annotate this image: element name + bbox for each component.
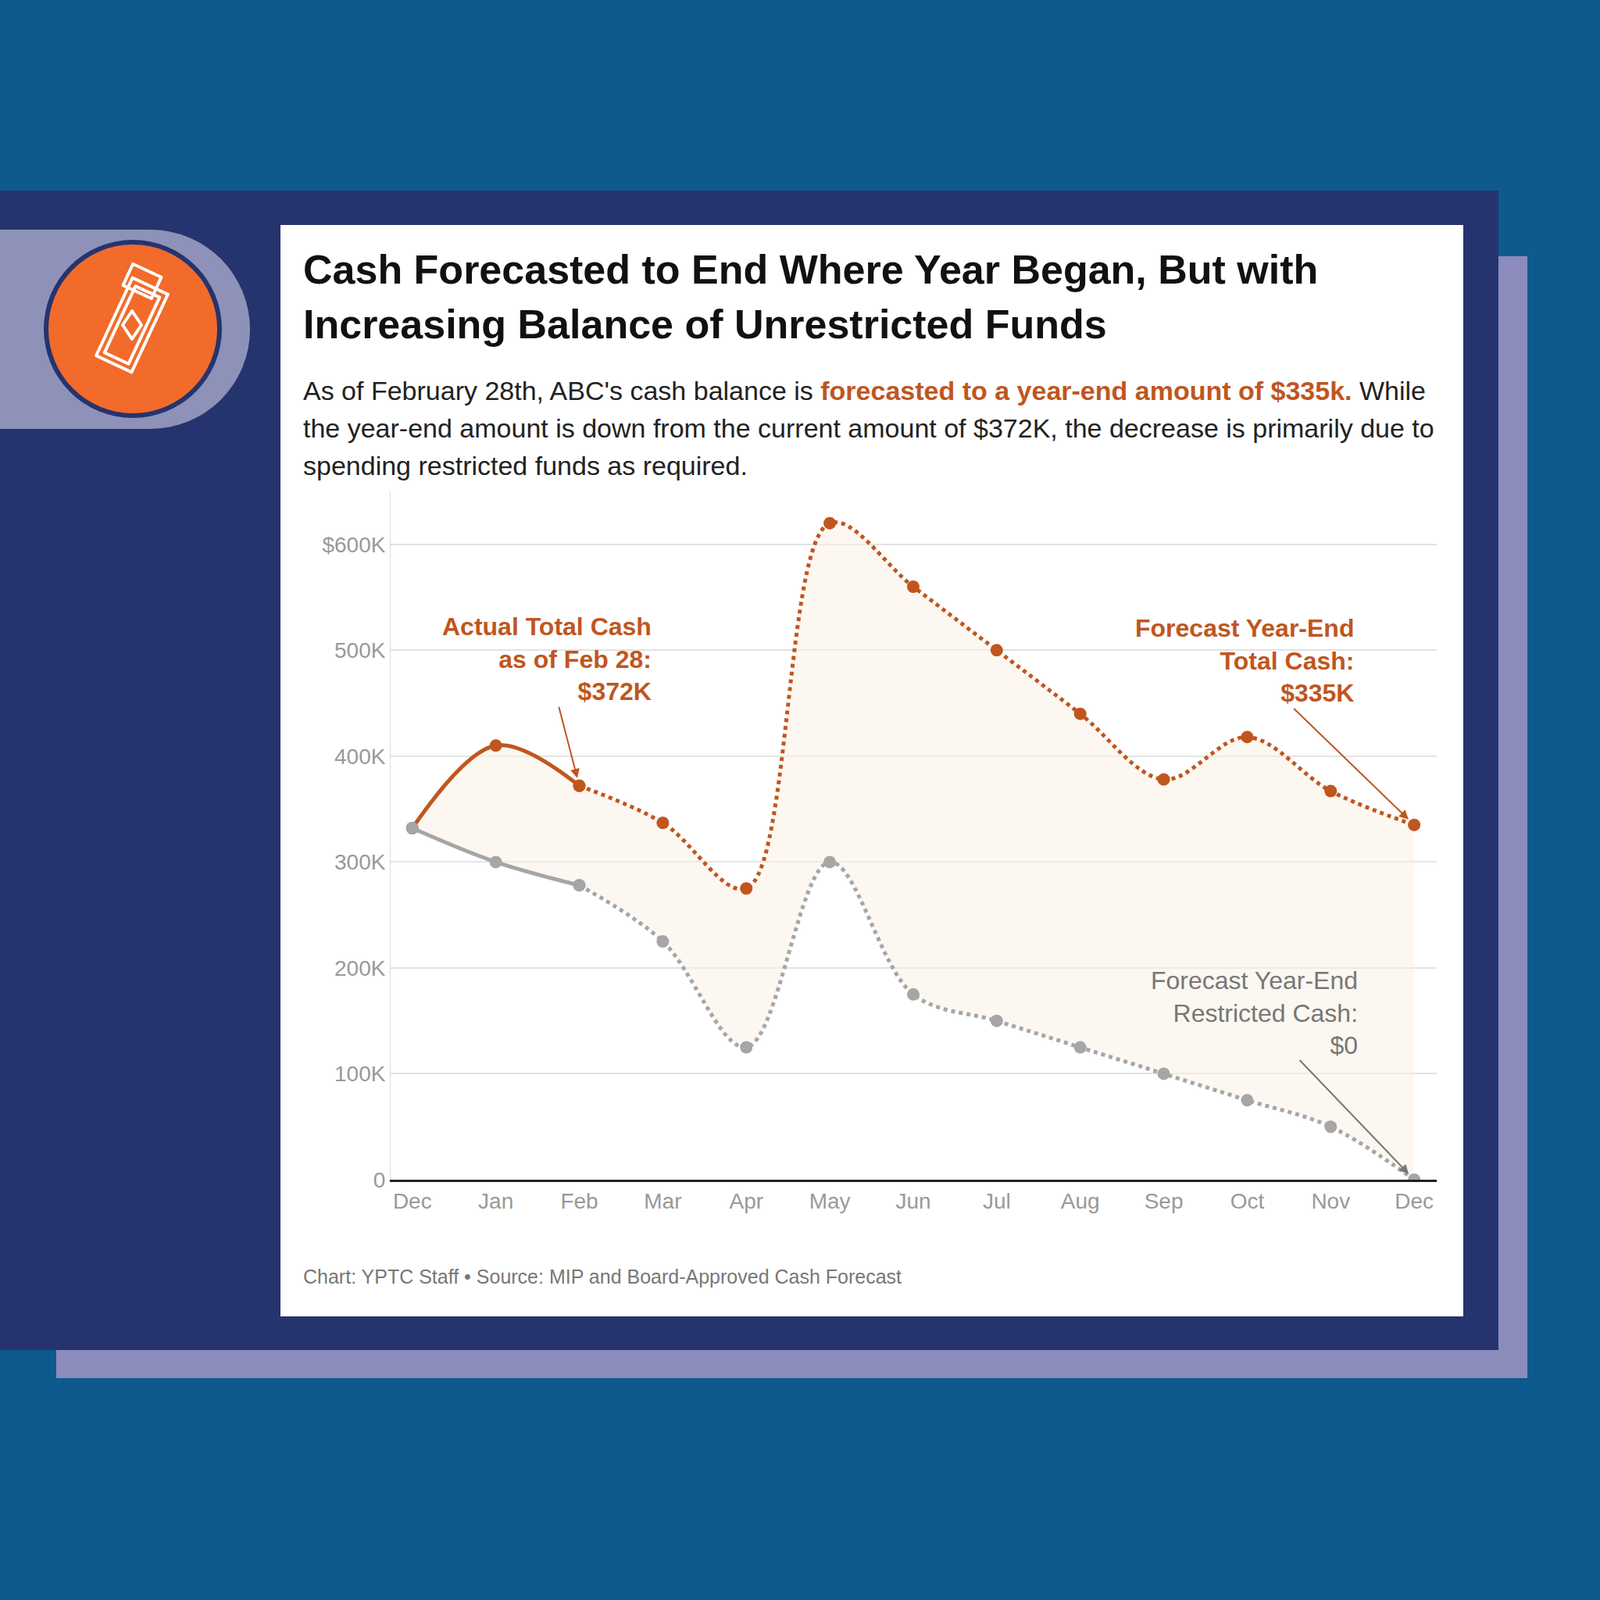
svg-text:0: 0 xyxy=(373,1167,386,1193)
svg-text:Dec: Dec xyxy=(1394,1189,1434,1214)
svg-text:Feb: Feb xyxy=(560,1189,598,1214)
svg-text:100K: 100K xyxy=(334,1061,386,1086)
svg-text:400K: 400K xyxy=(334,744,386,769)
svg-text:Sep: Sep xyxy=(1144,1189,1184,1214)
html-text:Cash Forecasted to End Where Y: Cash Forecasted to End Where Year Began,… xyxy=(303,246,1319,347)
svg-text:Aug: Aug xyxy=(1060,1189,1100,1214)
html-text:As of February 28th, ABC's cas: As of February 28th, ABC's cash balance … xyxy=(303,375,1435,481)
svg-text:Forecast Year-EndRestricted Ca: Forecast Year-EndRestricted Cash:$0 xyxy=(1150,966,1358,1060)
svg-text:Nov: Nov xyxy=(1310,1189,1350,1214)
svg-text:Jul: Jul xyxy=(982,1189,1011,1214)
svg-text:Dec: Dec xyxy=(392,1189,433,1214)
svg-text:Actual Total Cashas of Feb 28:: Actual Total Cashas of Feb 28:$372K xyxy=(442,612,652,706)
svg-text:Mar: Mar xyxy=(643,1189,682,1214)
svg-text:Apr: Apr xyxy=(728,1189,764,1214)
svg-text:300K: 300K xyxy=(334,850,386,875)
svg-text:Jan: Jan xyxy=(478,1189,514,1214)
svg-text:Oct: Oct xyxy=(1230,1189,1265,1214)
svg-text:200K: 200K xyxy=(334,956,386,981)
html-text:Chart: YPTC Staff • Source: MI: Chart: YPTC Staff • Source: MIP and Boar… xyxy=(303,1265,902,1288)
svg-text:$600K: $600K xyxy=(321,532,386,558)
svg-text:Forecast Year-EndTotal Cash:$3: Forecast Year-EndTotal Cash:$335K xyxy=(1135,614,1354,708)
svg-text:500K: 500K xyxy=(334,638,386,663)
svg-text:Jun: Jun xyxy=(895,1189,931,1214)
svg-text:May: May xyxy=(809,1189,851,1214)
